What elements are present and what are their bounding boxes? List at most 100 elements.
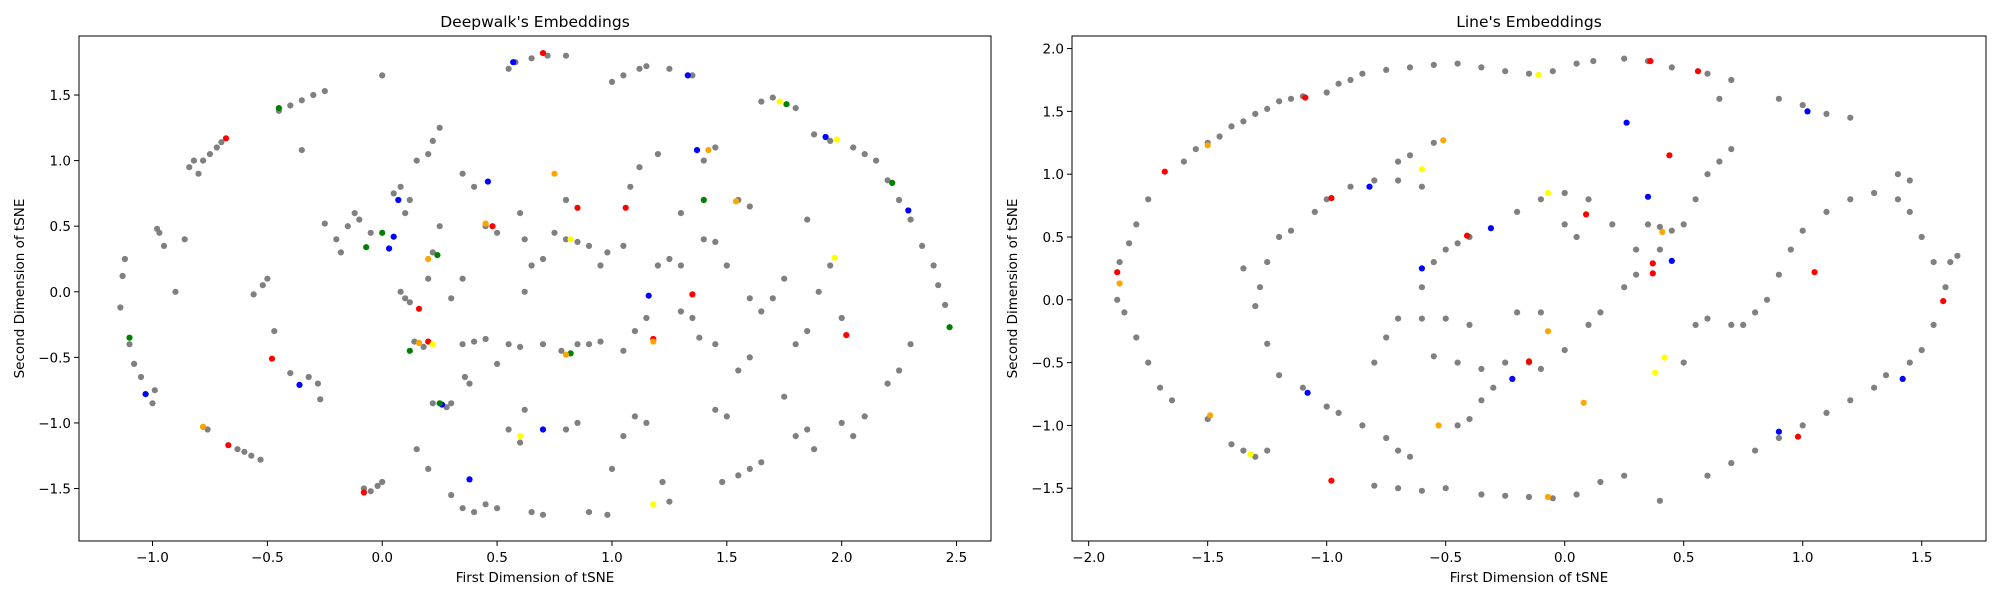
scatter-point xyxy=(510,59,517,66)
scatter-point xyxy=(1252,110,1259,117)
scatter-point xyxy=(643,314,650,322)
scatter-point xyxy=(650,501,657,508)
scatter-point xyxy=(142,391,149,398)
scatter-point xyxy=(275,105,282,112)
scatter-point xyxy=(827,137,834,144)
scatter-point xyxy=(521,236,528,243)
scatter-point xyxy=(1145,359,1152,366)
scatter-point xyxy=(1656,497,1663,504)
scatter-point xyxy=(379,229,386,236)
scatter-point xyxy=(659,478,666,486)
scatter-point xyxy=(126,334,133,341)
scatter-point xyxy=(804,426,811,433)
scatter-point xyxy=(406,196,413,204)
chart-title: Deepwalk's Embeddings xyxy=(440,13,630,31)
scatter-point xyxy=(1549,68,1556,75)
scatter-point xyxy=(1406,152,1414,159)
x-tick-label: 1.5 xyxy=(1911,550,1932,566)
scatter-point xyxy=(1240,447,1247,454)
scatter-point xyxy=(838,419,845,426)
scatter-point xyxy=(712,238,719,245)
scatter-point xyxy=(1704,171,1711,178)
scatter-point xyxy=(781,393,788,400)
scatter-point xyxy=(562,351,570,358)
scatter-point xyxy=(528,508,535,516)
scatter-point xyxy=(620,72,627,79)
scatter-point xyxy=(562,426,570,433)
scatter-point xyxy=(248,452,255,459)
scatter-point xyxy=(333,236,340,243)
scatter-point xyxy=(689,72,696,79)
scatter-point xyxy=(1537,309,1544,316)
chart-panel-1: −1.0 −0.5 0.0 0.5 1.0 1.5 2.0 2.5 −1.5 −1.0 −0.5 0.… xyxy=(12,13,992,586)
scatter-point xyxy=(1763,296,1771,303)
scatter-point xyxy=(776,98,783,105)
scatter-point xyxy=(650,338,657,345)
scatter-point xyxy=(186,164,193,171)
scatter-point xyxy=(1644,221,1652,228)
scatter-point xyxy=(1366,183,1373,190)
scatter-point xyxy=(287,102,294,109)
scatter-point xyxy=(379,72,386,79)
scatter-point xyxy=(1716,158,1723,165)
scatter-point xyxy=(1823,208,1830,215)
scatter-point xyxy=(1454,359,1461,366)
scatter-point xyxy=(429,341,436,348)
scatter-point xyxy=(1116,259,1123,266)
scatter-point xyxy=(1799,422,1806,429)
scatter-point xyxy=(213,144,220,151)
scatter-point xyxy=(200,157,207,164)
scatter-point xyxy=(622,204,629,211)
scatter-point xyxy=(268,355,276,362)
scatter-point xyxy=(241,448,248,455)
scatter-point xyxy=(1454,240,1461,247)
scatter-point xyxy=(119,272,126,280)
scatter-point xyxy=(1490,384,1497,391)
scatter-point xyxy=(420,343,427,350)
scatter-point xyxy=(677,210,685,217)
scatter-point xyxy=(482,220,489,227)
scatter-point xyxy=(206,151,213,158)
scatter-point xyxy=(1395,315,1402,322)
scatter-point xyxy=(627,183,634,190)
scatter-point xyxy=(386,245,393,252)
scatter-point xyxy=(397,183,404,190)
scatter-point xyxy=(746,465,753,472)
scatter-point xyxy=(1775,434,1782,442)
scatter-point xyxy=(850,433,857,440)
scatter-point xyxy=(1514,208,1521,215)
y-tick-label: −1.0 xyxy=(38,416,71,432)
scatter-point xyxy=(1478,64,1485,71)
scatter-point xyxy=(1899,375,1906,382)
scatter-point xyxy=(448,400,455,407)
scatter-point xyxy=(461,373,468,381)
scatter-point xyxy=(298,97,305,104)
scatter-point xyxy=(1752,309,1759,316)
scatter-point xyxy=(1430,139,1437,146)
scatter-point xyxy=(425,338,432,345)
scatter-point xyxy=(574,204,581,211)
scatter-point xyxy=(942,301,949,308)
scatter-point xyxy=(305,373,312,381)
scatter-point xyxy=(843,332,850,339)
scatter-point xyxy=(425,151,432,158)
scatter-point xyxy=(831,254,838,261)
scatter-point xyxy=(195,170,202,177)
scatter-point xyxy=(337,249,344,256)
scatter-point xyxy=(804,328,811,335)
scatter-point xyxy=(604,249,611,256)
scatter-point xyxy=(838,314,845,322)
scatter-point xyxy=(1954,252,1961,259)
scatter-point xyxy=(1668,257,1675,264)
scatter-point xyxy=(448,295,455,302)
scatter-point xyxy=(1930,259,1937,266)
scatter-point xyxy=(222,135,230,142)
scatter-point xyxy=(1276,98,1283,105)
scatter-point xyxy=(689,314,696,322)
scatter-point xyxy=(1454,422,1461,429)
scatter-point xyxy=(425,275,432,282)
scatter-point xyxy=(769,94,776,101)
scatter-point xyxy=(1264,340,1271,347)
scatter-point xyxy=(528,55,535,62)
scatter-point xyxy=(1430,61,1437,68)
